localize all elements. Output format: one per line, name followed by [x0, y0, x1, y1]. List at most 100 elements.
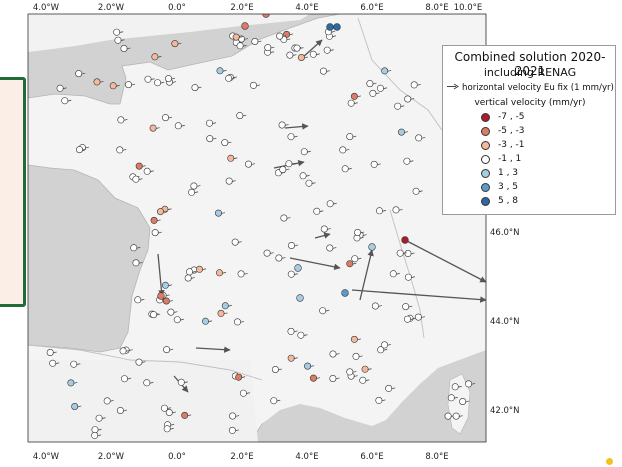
lon-tick-bottom: 4.0°W — [33, 452, 60, 462]
station-velocity-arrow — [335, 353, 340, 355]
station-velocity-arrow — [332, 202, 337, 205]
station-marker — [287, 354, 295, 362]
legend-class-label: -1 , 1 — [498, 154, 522, 164]
station-velocity-arrow — [243, 273, 248, 275]
spain-landmass — [28, 360, 258, 442]
station-marker — [191, 84, 199, 92]
lon-tick-bottom: 4.0°E — [295, 452, 318, 462]
velocity-arrow — [157, 253, 165, 297]
station-velocity-arrow — [362, 234, 367, 236]
station-marker — [234, 318, 242, 326]
station-velocity-arrow — [109, 400, 114, 402]
border-line-alps — [389, 209, 425, 339]
station-velocity-arrow — [233, 157, 238, 160]
lon-tick-top: 8.0°E — [425, 3, 448, 13]
station-velocity-arrow — [62, 87, 67, 90]
station-marker — [103, 397, 111, 405]
station-velocity-arrow — [177, 42, 182, 45]
station-velocity-arrow — [165, 294, 170, 297]
station-velocity-arrow — [190, 277, 195, 279]
station-marker — [132, 259, 140, 267]
station-velocity-arrow — [276, 399, 281, 402]
station-velocity-arrow — [421, 137, 426, 139]
station-marker — [371, 302, 379, 310]
station-velocity-arrow — [410, 252, 415, 255]
station-velocity-arrow — [171, 81, 177, 83]
station-marker — [326, 244, 334, 252]
station-velocity-arrow — [242, 44, 247, 47]
station-velocity-arrow — [416, 84, 421, 86]
station-velocity-arrow — [138, 262, 143, 264]
station-velocity-arrow — [330, 30, 335, 33]
station-velocity-arrow — [223, 312, 228, 315]
station-marker — [309, 50, 317, 58]
velocity-arrow — [404, 239, 486, 283]
station-velocity-arrow — [73, 382, 78, 384]
station-marker — [287, 270, 295, 278]
station-marker — [125, 81, 133, 89]
station-velocity-arrow — [281, 257, 286, 259]
station-marker — [163, 425, 171, 433]
station-marker — [236, 112, 244, 120]
station-marker — [339, 146, 347, 154]
border-line-east — [357, 17, 447, 137]
station-marker — [285, 160, 293, 168]
legend-class-label: -7 , -5 — [498, 112, 525, 122]
station-marker — [143, 167, 151, 175]
station-marker — [404, 250, 412, 258]
bottom-lon-labels: 4.0°W 2.0°W 0.0° 2.0°E 4.0°E 6.0°E 8.0°E — [33, 452, 449, 462]
station-velocity-arrow — [227, 141, 232, 144]
station-velocity-arrow — [171, 411, 176, 414]
station-marker — [447, 394, 455, 402]
station-marker — [346, 368, 354, 376]
legend-class-label: 5 , 8 — [498, 196, 519, 206]
station-velocity-arrow — [101, 417, 106, 420]
station-marker — [465, 380, 473, 388]
station-marker — [237, 270, 245, 278]
station-marker — [93, 78, 101, 86]
station-marker — [376, 84, 384, 92]
station-marker — [415, 134, 423, 142]
station-velocity-arrow — [403, 131, 409, 133]
station-marker — [167, 308, 175, 316]
station-marker — [375, 207, 383, 215]
station-marker — [297, 53, 305, 61]
legend-dot-icon — [481, 196, 490, 206]
station-velocity-arrow — [311, 182, 316, 185]
station-velocity-arrow — [227, 304, 232, 307]
station-marker — [392, 206, 400, 214]
station-velocity-arrow — [242, 114, 247, 117]
station-velocity-arrow — [119, 31, 124, 34]
station-velocity-arrow — [270, 46, 275, 49]
station-marker — [165, 75, 173, 83]
station-marker — [75, 70, 83, 78]
station-marker — [264, 44, 272, 52]
lon-tick-top: 2.0°W — [98, 3, 125, 13]
station-velocity-arrow — [155, 127, 160, 129]
station-marker — [241, 22, 249, 30]
lon-tick-bottom: 2.0°E — [230, 452, 253, 462]
station-marker — [227, 154, 235, 162]
station-velocity-arrow — [335, 377, 340, 380]
station-marker — [228, 426, 236, 434]
station-velocity-arrow — [303, 334, 308, 337]
legend-class: -3 , -1 — [481, 140, 525, 154]
station-marker — [350, 92, 358, 100]
station-velocity-arrow — [458, 415, 463, 417]
station-marker — [263, 249, 271, 257]
station-velocity-arrow — [310, 365, 315, 367]
station-velocity-arrow — [97, 428, 102, 431]
station-velocity-arrow — [231, 77, 236, 80]
station-marker — [161, 281, 169, 289]
station-marker — [279, 166, 287, 174]
legend-title: Combined solution 2020-2021 — [454, 50, 606, 78]
station-marker — [232, 33, 240, 41]
station-velocity-arrow — [453, 396, 458, 399]
station-velocity-arrow — [183, 381, 188, 384]
station-marker — [217, 309, 225, 317]
station-marker — [397, 128, 405, 136]
station-marker — [366, 80, 374, 88]
station-marker — [297, 331, 305, 339]
station-velocity-arrow — [81, 148, 87, 151]
station-velocity-arrow — [201, 268, 207, 271]
